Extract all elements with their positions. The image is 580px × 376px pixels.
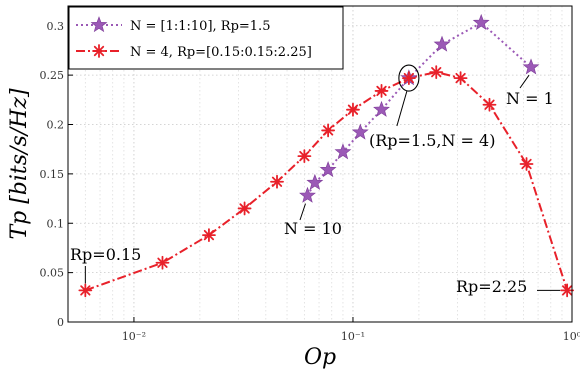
legend-box: [68, 6, 344, 70]
annotation-rp-015: Rp=0.15: [70, 245, 141, 264]
annotation-rp-225: Rp=2.25: [456, 277, 527, 296]
legend: N = [1:1:10], Rp=1.5 N = 4, Rp=[0.15:0.15…: [68, 6, 344, 70]
series-2-point: [237, 201, 252, 216]
series-2-point: [346, 102, 360, 117]
series-2-point: [482, 97, 497, 112]
series-2-point: [401, 71, 416, 85]
series-2-point: [321, 123, 336, 138]
series-layer: [78, 13, 575, 298]
series-2-point: [270, 174, 284, 189]
y-axis-label: Tp [bits/s/Hz]: [7, 88, 32, 239]
series-2-point: [560, 283, 575, 298]
intersection-circle: [398, 64, 420, 92]
series-1-point: [319, 161, 337, 178]
y-tick-label: 0.1: [47, 217, 65, 230]
y-tick-label: 0.3: [47, 20, 65, 33]
series-2-point: [78, 283, 93, 298]
series-1-point: [306, 173, 324, 190]
series-2-point: [519, 157, 534, 171]
series-2-point: [297, 149, 312, 164]
annotation-intersection: (Rp=1.5,N = 4): [369, 131, 495, 150]
series-line-1: [306, 21, 532, 197]
y-axis-ticks: 0 0.05 0.1 0.15 0.2 0.25 0.3: [40, 20, 73, 329]
annotation-arrow-n-10: [299, 203, 306, 221]
plot-frame: [67, 5, 573, 323]
series-2-point: [429, 65, 444, 80]
y-tick-label: 0.2: [47, 119, 65, 132]
legend-entry-2: N = 4, Rp=[0.15:0.15:2.25]: [130, 45, 312, 60]
y-tick-label: 0.15: [40, 168, 65, 181]
x-axis-ticks: 10⁻² 10⁻¹ 10⁰: [122, 317, 580, 343]
annotation-arrow-intersection: [396, 90, 408, 127]
x-axis-label: Op: [304, 345, 336, 370]
series-1-point: [299, 186, 316, 203]
legend-swatch-marker: [90, 16, 108, 33]
annotation-arrow-n-1: [519, 74, 530, 89]
series-1-point: [472, 13, 490, 30]
series-1-point: [433, 35, 451, 52]
y-tick-label: 0: [57, 316, 64, 329]
series-1-point: [373, 100, 390, 117]
series-2-point: [202, 228, 216, 243]
y-tick-label: 0.05: [40, 267, 65, 280]
series-1-point: [522, 58, 540, 75]
legend-entry-1: N = [1:1:10], Rp=1.5: [130, 19, 270, 34]
series-1-point: [351, 123, 369, 140]
annotation-n-1: N = 1: [506, 89, 554, 108]
series-2-point: [374, 84, 389, 98]
series-1-point: [334, 143, 352, 160]
annotations: Rp=0.15 Rp=2.25 N = 1 N = 10 (Rp=1.5,N = 4): [70, 64, 561, 296]
x-tick-label: 10⁻¹: [341, 330, 365, 343]
y-tick-label: 0.25: [40, 69, 65, 82]
x-tick-label: 10⁰: [563, 330, 580, 343]
x-tick-label: 10⁻²: [122, 330, 146, 343]
annotation-n-10: N = 10: [284, 219, 342, 238]
series-2-point: [453, 71, 468, 85]
series-2-point: [155, 255, 170, 270]
legend-swatch-marker: [92, 44, 106, 58]
